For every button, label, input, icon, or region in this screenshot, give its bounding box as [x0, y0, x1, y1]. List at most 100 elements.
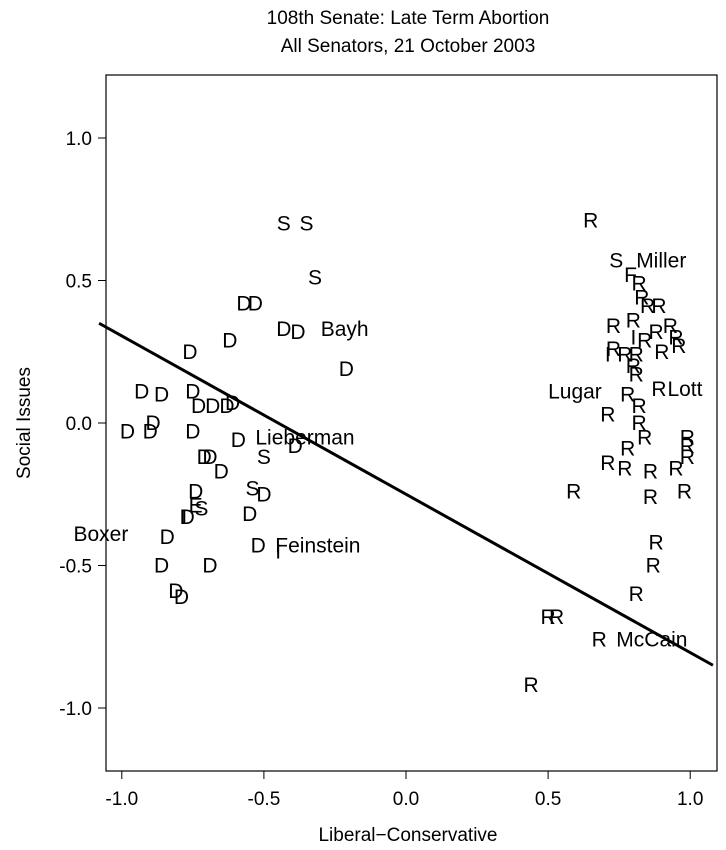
senator-point: D [185, 421, 200, 444]
senator-point: R [649, 532, 664, 555]
senator-point: R [606, 338, 621, 361]
senator-point: D [160, 526, 175, 549]
senator-point: I [605, 344, 611, 367]
senator-name-label: Lieberman [255, 426, 354, 449]
senator-point: E [189, 495, 203, 518]
senator-point: F [624, 264, 637, 287]
senator-point: R [629, 344, 644, 367]
senator-point: R [654, 341, 669, 364]
senator-point: R [631, 395, 646, 418]
senator-point: R [600, 403, 615, 426]
senator-point: R [631, 272, 646, 295]
senator-point: D [154, 555, 169, 578]
senator-point: D [120, 421, 135, 444]
y-tick-label: -1.0 [59, 699, 92, 720]
x-axis-label: Liberal−Conservative [318, 825, 497, 846]
senator-point: I [275, 540, 281, 563]
senator-point: D [174, 586, 189, 609]
senator-point: R [680, 435, 695, 458]
senator-point: S [609, 250, 623, 273]
y-tick-label: 0.0 [66, 414, 92, 435]
senator-point: S [300, 213, 314, 236]
senator-point: R [600, 452, 615, 475]
senator-point: D [182, 341, 197, 364]
senator-point: R [637, 329, 652, 352]
senator-point: R [617, 458, 632, 481]
senator-point: R [680, 446, 695, 469]
senator-point: R [651, 295, 666, 318]
y-tick-label: 1.0 [66, 129, 92, 150]
senator-point: D [168, 580, 183, 603]
x-axis: -1.0 -0.5 0.0 0.5 1.0 [105, 770, 703, 810]
senator-point: D [256, 483, 271, 506]
senator-point: R [617, 344, 632, 367]
senator-point: R [620, 384, 635, 407]
senator-point: R [646, 555, 661, 578]
chart-subtitle: All Senators, 21 October 2003 [281, 36, 536, 57]
senator-point: R [592, 629, 607, 652]
senator-point: R [626, 355, 641, 378]
senator-name-label: McCain [616, 629, 687, 652]
x-tick-label: 1.0 [677, 789, 703, 810]
senator-point: R [549, 606, 564, 629]
senator-point: R [677, 480, 692, 503]
senator-point: D [180, 506, 195, 529]
senator-name-label: Miller [636, 250, 686, 273]
senator-point: D [205, 395, 220, 418]
y-tick-label: -0.5 [59, 557, 92, 578]
senator-point: D [134, 381, 149, 404]
senator-annotations: Miller Bayh Lugar Lott Lieberman Boxer Feinste… [73, 250, 702, 652]
senator-point: R [523, 674, 538, 697]
senator-point: D [288, 435, 303, 458]
senator-point: D [225, 392, 240, 415]
senator-name-label: Bayh [321, 318, 369, 341]
senator-point: D [214, 460, 229, 483]
senator-point: D [202, 446, 217, 469]
senator-point: R [668, 327, 683, 350]
senator-point: D [188, 480, 203, 503]
senator-point: D [339, 358, 354, 381]
senator-point: R [583, 210, 598, 233]
senator-point: R [606, 315, 621, 338]
senator-point: S [257, 446, 271, 469]
senator-point: R [620, 438, 635, 461]
cutting-line [98, 321, 714, 667]
senator-point: R [629, 583, 644, 606]
y-axis-label: Social Issues [14, 367, 35, 479]
senator-point: S [194, 498, 208, 521]
y-axis: 1.0 0.5 0.0 -0.5 -1.0 [59, 129, 107, 720]
senator-point: D [236, 292, 251, 315]
y-tick-label: 0.5 [66, 272, 92, 293]
senator-point: R [668, 458, 683, 481]
senator-name-label: Lott [667, 378, 702, 401]
senator-point: D [231, 429, 246, 452]
senator-point: R [649, 321, 664, 344]
senator-point: I [630, 327, 636, 350]
chart-title: 108th Senate: Late Term Abortion [267, 8, 550, 29]
senator-point: D [202, 555, 217, 578]
senator-point: R [566, 480, 581, 503]
senator-point: S [308, 267, 322, 290]
senator-name-label: Boxer [73, 523, 128, 546]
senator-point: D [219, 395, 234, 418]
senator-point: R [643, 460, 658, 483]
x-tick-label: 0.5 [535, 789, 561, 810]
x-tick-label: -1.0 [105, 789, 138, 810]
senator-point: S [277, 213, 291, 236]
senator-name-label: Feinstein [275, 535, 360, 558]
senator-point: R [640, 295, 655, 318]
senator-point: D [191, 395, 206, 418]
senator-point: R [680, 426, 695, 449]
senator-point: D [143, 421, 158, 444]
senator-point: R [626, 309, 641, 332]
senator-point: D [222, 329, 237, 352]
senator-point: D [242, 503, 257, 526]
senator-point: D [145, 412, 160, 435]
senator-point: D [276, 318, 291, 341]
senator-point: D [185, 381, 200, 404]
senator-name-label: Lugar [548, 381, 602, 404]
senator-point: D [154, 384, 169, 407]
senator-point: S [246, 478, 260, 501]
senator-point: R [643, 486, 658, 509]
